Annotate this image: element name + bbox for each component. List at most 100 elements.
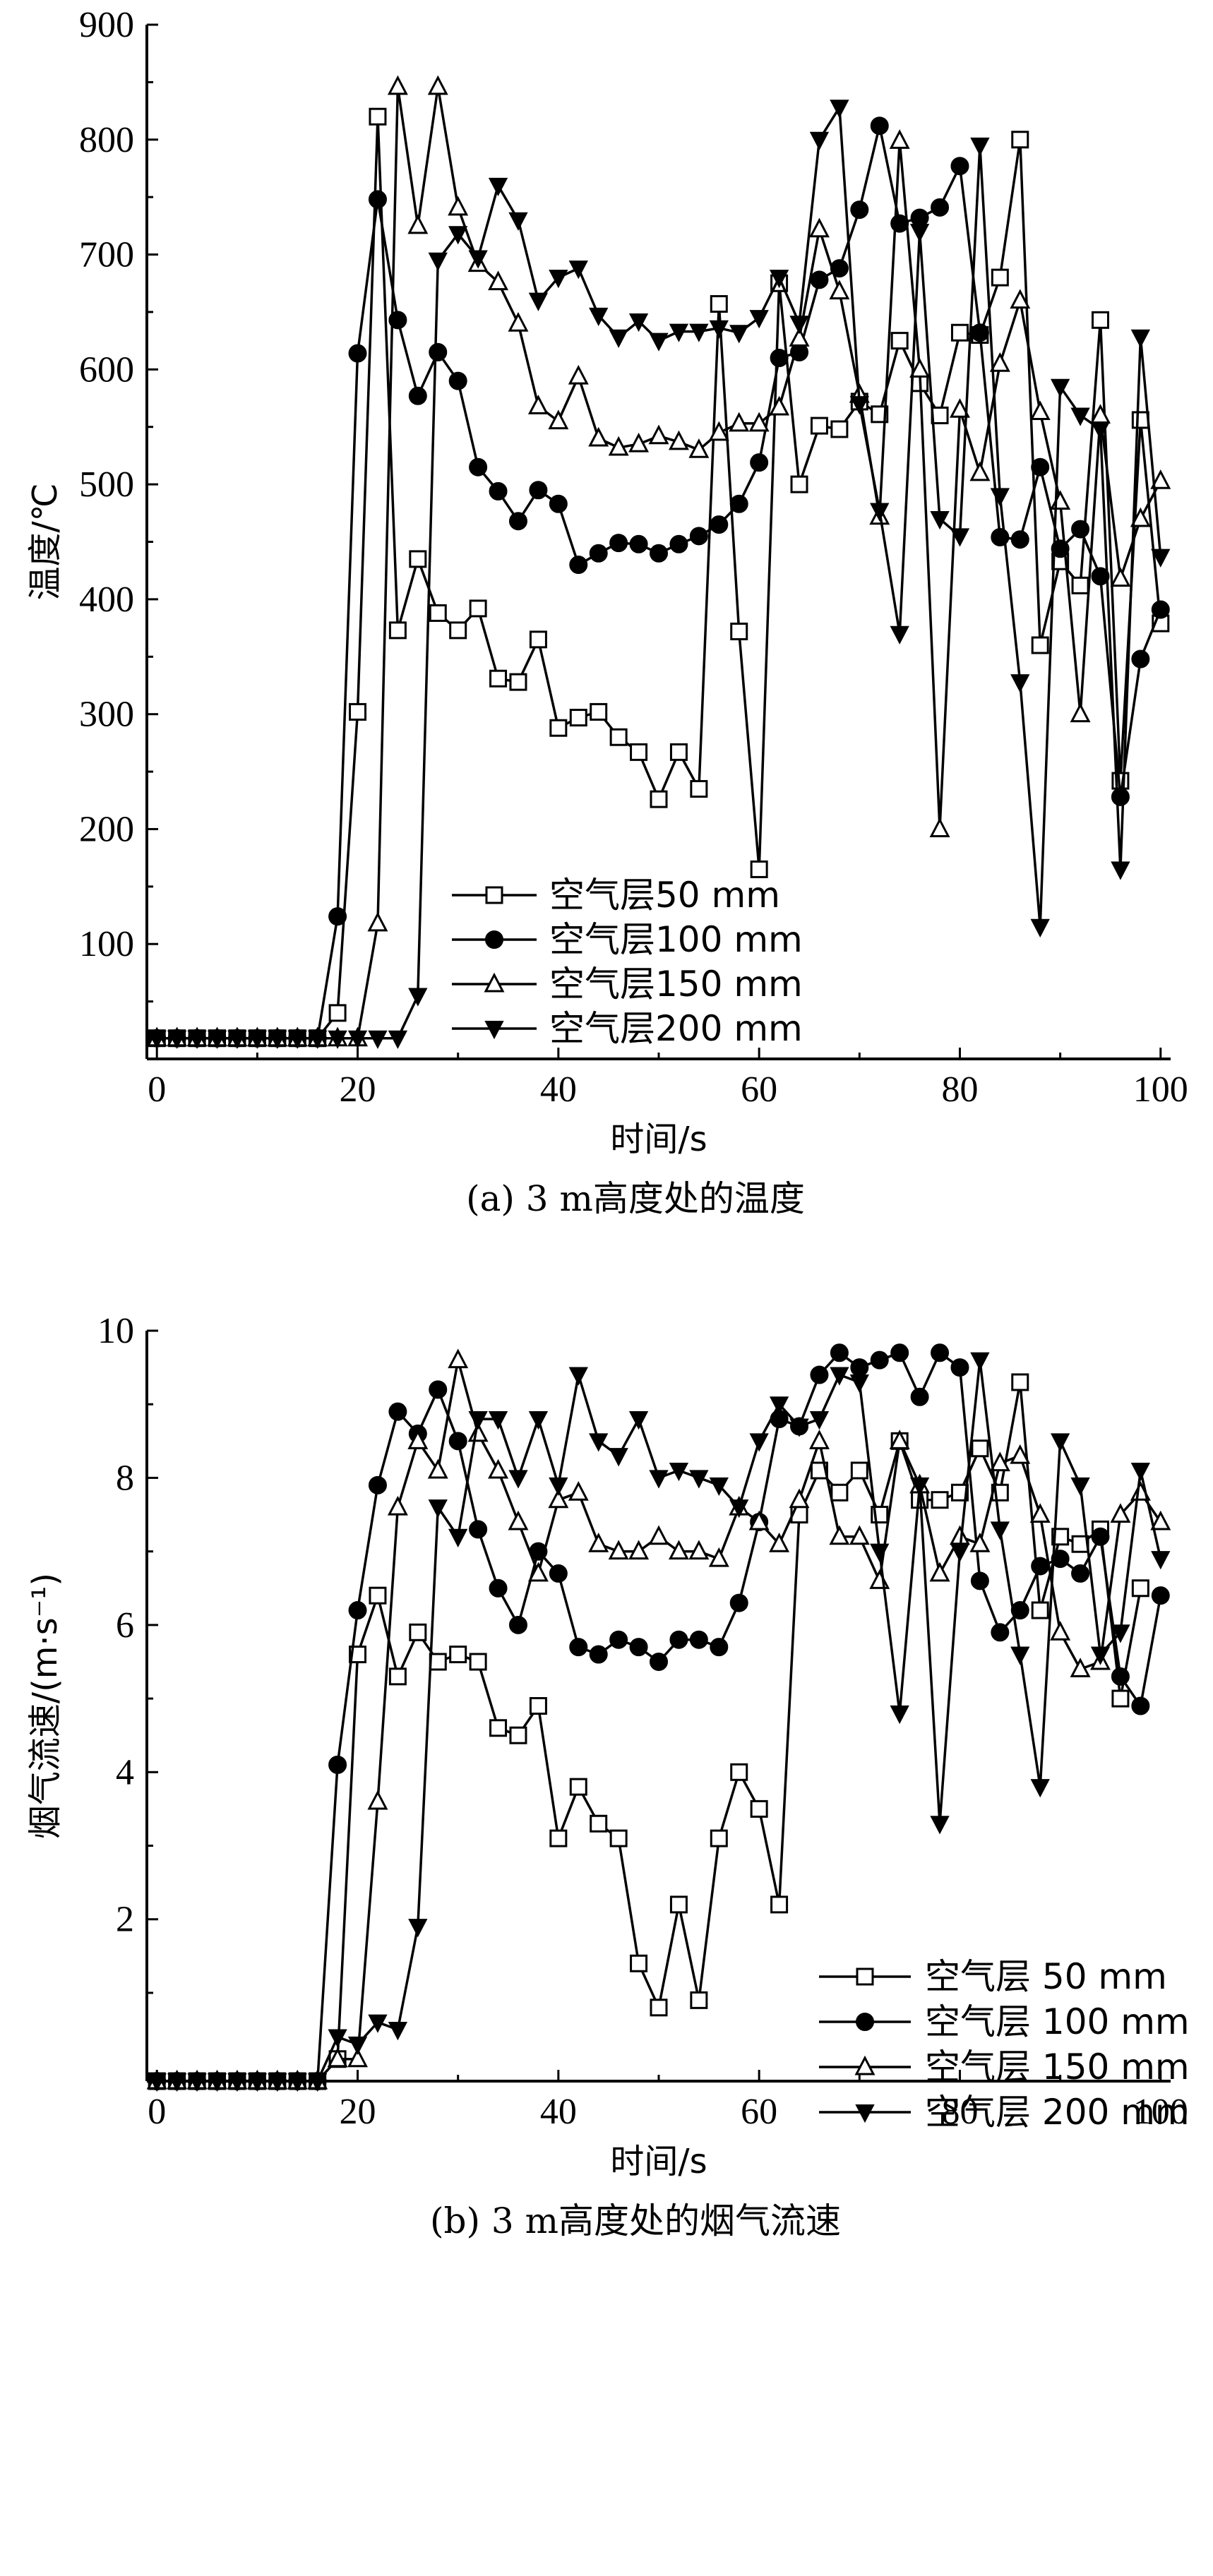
data-point (970, 137, 990, 157)
data-point (1029, 400, 1051, 421)
data-point (408, 1919, 428, 1938)
data-point (448, 226, 468, 245)
data-point (448, 196, 469, 216)
data-point (1110, 567, 1131, 587)
data-point (990, 1521, 1010, 1540)
y-tick-label: 500 (79, 465, 134, 505)
data-point (1151, 1551, 1171, 1570)
data-point (1031, 457, 1050, 477)
data-point (769, 270, 789, 289)
data-point (749, 1433, 769, 1452)
data-point (589, 307, 609, 326)
data-point (549, 1564, 568, 1583)
data-point (369, 107, 387, 126)
x-tick-label: 100 (1133, 1070, 1188, 1110)
data-point (368, 1475, 387, 1494)
y-tick-label: 10 (97, 1311, 134, 1351)
data-point (328, 1030, 347, 1049)
data-point (448, 1528, 468, 1547)
legend-label: 空气层100 mm (549, 919, 803, 960)
data-point (629, 1638, 648, 1657)
data-point (648, 1525, 669, 1545)
data-point (829, 1525, 850, 1545)
data-point (428, 252, 448, 271)
data-point (890, 1705, 909, 1725)
data-point (889, 1430, 910, 1449)
data-point (608, 436, 629, 456)
data-point (1070, 407, 1090, 426)
data-point (347, 2036, 368, 2056)
data-point (1091, 567, 1110, 586)
data-point (227, 2073, 247, 2092)
data-point (950, 528, 970, 547)
data-point (187, 2073, 207, 2092)
data-point (1071, 576, 1089, 594)
data-point (830, 420, 849, 438)
data-point (810, 1461, 828, 1480)
data-point (308, 1030, 328, 1049)
data-point (870, 503, 890, 522)
data-point (710, 1638, 729, 1657)
data-point (308, 2073, 328, 2092)
data-point (650, 544, 668, 563)
data-point (1130, 1463, 1151, 1482)
data-point (750, 1799, 768, 1818)
data-point (1151, 549, 1171, 568)
y-axis-label: 温度/℃ (25, 483, 65, 600)
data-point (830, 1343, 849, 1362)
data-point (369, 1586, 387, 1605)
data-point (529, 630, 547, 649)
data-point (388, 1030, 408, 1049)
legend-label: 空气层50 mm (549, 875, 780, 916)
data-point (349, 1646, 367, 1664)
data-point (870, 1543, 890, 1562)
figure-caption: (a) 3 m高度处的温度 (466, 1178, 805, 1219)
data-point (869, 1569, 890, 1589)
data-point (709, 320, 729, 339)
data-point (489, 1578, 508, 1598)
data-point (729, 412, 750, 432)
data-point (850, 1461, 868, 1480)
data-point (429, 1653, 447, 1671)
data-point (227, 1030, 247, 1049)
data-point (810, 417, 828, 435)
data-point (789, 1418, 809, 1437)
data-point (690, 1991, 708, 2009)
data-point (1031, 1557, 1050, 1576)
legend-marker (855, 2104, 875, 2123)
data-point (1111, 1624, 1130, 1643)
data-point (669, 1630, 688, 1649)
data-point (609, 1448, 628, 1467)
data-point (830, 100, 849, 119)
data-point (1091, 1527, 1110, 1546)
data-point (890, 1343, 909, 1362)
data-point (1029, 1503, 1051, 1523)
y-tick-label: 200 (79, 809, 134, 849)
data-point (409, 550, 427, 568)
data-point (609, 728, 628, 746)
data-point (448, 371, 467, 390)
data-point (388, 1402, 407, 1421)
data-point (931, 198, 950, 217)
data-point (1130, 329, 1151, 348)
data-point (328, 2029, 347, 2048)
data-point (668, 430, 689, 450)
data-point (689, 1630, 708, 1649)
data-point (449, 1646, 467, 1664)
data-point (328, 907, 347, 926)
legend-marker (484, 972, 505, 993)
data-point (910, 1387, 929, 1406)
data-point (1050, 1433, 1070, 1452)
legend-marker (854, 2055, 876, 2075)
data-point (750, 860, 768, 878)
data-point (649, 333, 669, 352)
y-tick-label: 700 (79, 235, 134, 275)
data-point (1010, 674, 1030, 693)
data-point (468, 1411, 488, 1430)
y-tick-label: 800 (79, 120, 134, 160)
data-point (387, 75, 408, 95)
data-point (508, 1470, 528, 1489)
data-point (408, 988, 428, 1007)
data-point (690, 779, 708, 798)
data-point (830, 1367, 849, 1386)
